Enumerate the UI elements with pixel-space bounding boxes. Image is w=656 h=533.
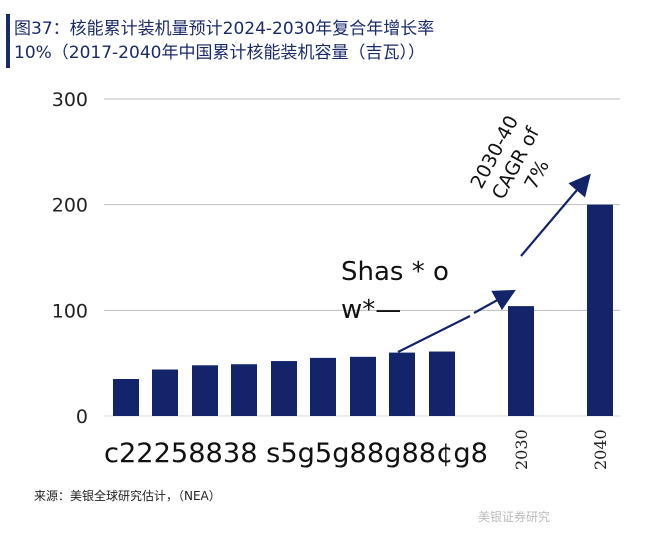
bar-2017 [113, 379, 139, 416]
bar-2025 [429, 351, 455, 416]
bar-2020 [231, 364, 257, 416]
title-accent-bar [6, 14, 10, 68]
y-tick-label: 300 [52, 89, 88, 111]
bar-2022 [310, 357, 336, 416]
x-tick-label-2040: 2040 [591, 429, 610, 470]
bar-2030 [508, 306, 534, 416]
y-tick-label: 200 [52, 195, 88, 217]
growth-arrow-2025-2030 [397, 292, 512, 353]
bar-2018 [152, 369, 178, 416]
source-note: 来源：美银全球研究估计，（NEA） [34, 489, 221, 503]
bar-2024 [389, 352, 415, 416]
annotation-text-line-2: w*— [341, 295, 401, 325]
chart-title-line-1: 图37：核能累计装机量预计2024-2030年复合年增长率 [14, 19, 435, 39]
annotation-text-line-1: Shas * o [341, 257, 449, 287]
y-tick-label: 0 [76, 406, 88, 428]
y-tick-label: 100 [52, 300, 88, 322]
chart-title-line-2: 10%（2017-2040年中国累计核能装机容量（吉瓦）） [14, 43, 425, 63]
bar-2040 [587, 204, 613, 416]
bar-2019 [192, 365, 218, 416]
x-tick-labels-distorted: c22258838 s5g5g88g88¢g8 [104, 438, 488, 469]
watermark: 美银证券研究 [478, 510, 551, 524]
bar-2023 [350, 356, 376, 416]
bar-2021 [271, 361, 297, 416]
growth-arrow-2030-2040 [520, 173, 591, 257]
x-tick-label-2030: 2030 [512, 429, 531, 470]
